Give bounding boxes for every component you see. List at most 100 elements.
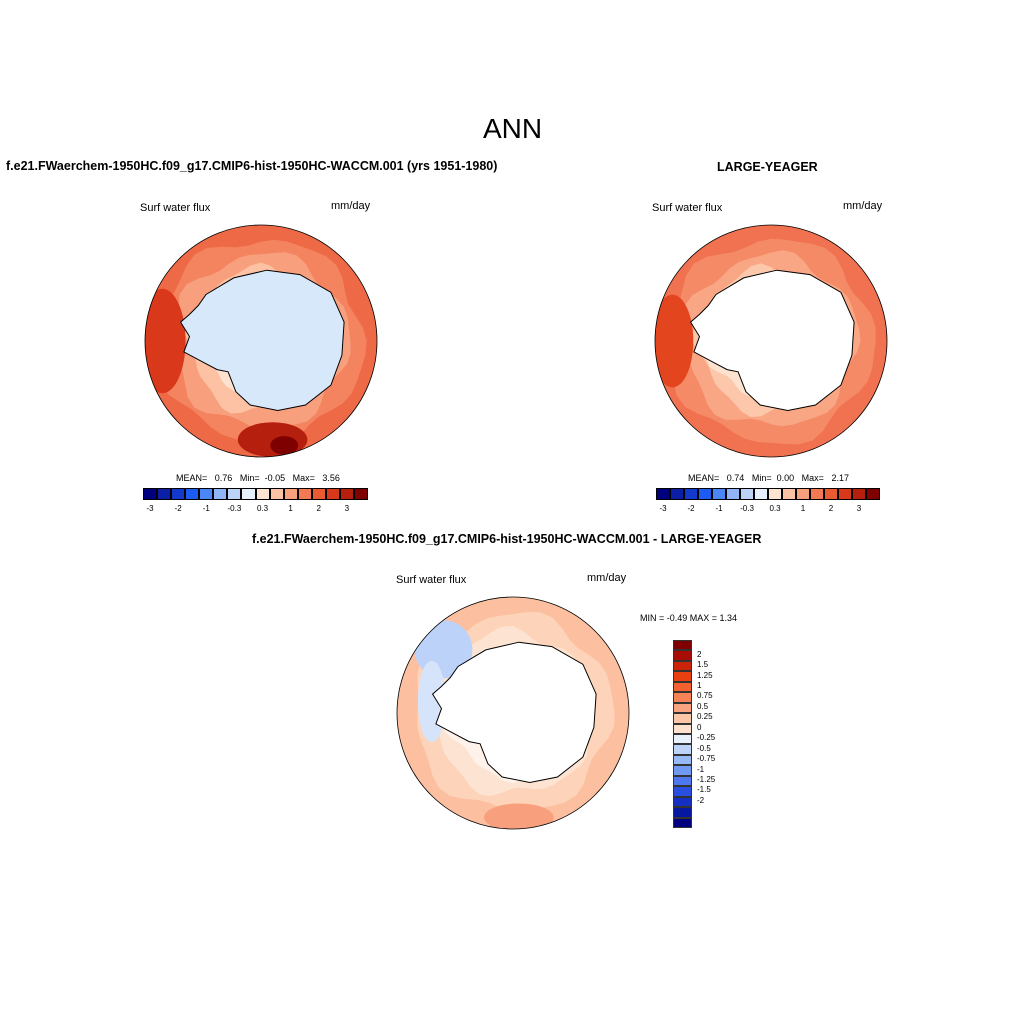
colorbar-box: [673, 765, 692, 776]
colorbar-box: [255, 488, 270, 500]
mean-label: MEAN=: [176, 473, 208, 483]
colorbar-box: [143, 488, 158, 500]
colorbar-tick-label: 1: [697, 680, 702, 690]
colorbar-tick-label: 0.3: [769, 504, 781, 513]
diff-title: f.e21.FWaerchem-1950HC.f09_g17.CMIP6-his…: [252, 532, 762, 546]
colorbar-box: [726, 488, 740, 500]
colorbar-tick-label: 2: [697, 649, 702, 659]
case-title: f.e21.FWaerchem-1950HC.f09_g17.CMIP6-his…: [6, 159, 498, 173]
mean-label: MEAN=: [688, 473, 720, 483]
colorbar-box: [227, 488, 242, 500]
colorbar-box: [673, 692, 692, 703]
colorbar-tick-label: 1: [288, 504, 293, 513]
mean-value: 0.74: [726, 473, 745, 483]
colorbar-box: [339, 488, 354, 500]
max-label: Max=: [292, 473, 315, 483]
page-title: ANN: [483, 113, 543, 144]
diff-variable-label: Surf water flux: [396, 574, 467, 586]
colorbar-tick-label: 0: [697, 722, 702, 732]
colorbar-tick-label: 1: [800, 504, 806, 513]
colorbar-tick-label: -2: [687, 504, 695, 513]
colorbar-tick-label: -1: [202, 504, 210, 513]
antarctica-coastline: [689, 269, 855, 412]
colorbar-box: [241, 488, 256, 500]
colorbar-box: [199, 488, 214, 500]
colorbar-tick-label: -1.5: [697, 785, 711, 795]
map-border: [654, 224, 888, 458]
colorbar-tick-label: 2: [316, 504, 322, 513]
colorbar-box: [810, 488, 824, 500]
case-variable-label: Surf water flux: [140, 202, 211, 214]
colorbar-box: [673, 817, 692, 828]
diff-stats: MIN = -0.49 MAX = 1.34: [640, 613, 738, 623]
colorbar-box: [768, 488, 782, 500]
case-colorbar: -3 -2 -1 -0.3 0.3 1 2 3: [143, 488, 368, 513]
colorbar-box: [673, 713, 692, 724]
obs-map-disc: [654, 224, 888, 458]
colorbar-box: [673, 723, 692, 734]
antarctica-coastline: [179, 269, 345, 412]
obs-units-label: mm/day: [843, 200, 883, 212]
colorbar-box: [673, 786, 692, 797]
min-label: Min=: [751, 473, 772, 483]
colorbar-box: [673, 775, 692, 787]
colorbar-box: [656, 488, 670, 500]
obs-stats: MEAN= 0.74 Min= 0.00 Max= 2.17: [688, 473, 849, 483]
colorbar-box: [866, 488, 880, 500]
min-value: -0.05: [264, 473, 286, 483]
colorbar-tick-label: -2: [697, 795, 705, 805]
diff-map-disc: [396, 596, 630, 830]
colorbar-tick-label: 0.75: [697, 691, 713, 701]
colorbar-tick-label: -0.25: [697, 733, 716, 743]
colorbar-tick-label: 3: [344, 504, 350, 513]
colorbar-tick-label: 3: [856, 504, 862, 513]
contour-patch: [270, 436, 299, 455]
max-value: 2.17: [831, 473, 849, 483]
colorbar-box: [782, 488, 796, 500]
min-value: 0.00: [776, 473, 795, 483]
colorbar-box: [185, 488, 200, 500]
colorbar-box: [673, 796, 692, 808]
colorbar-box: [838, 488, 852, 500]
colorbar-box: [670, 488, 684, 500]
contour-patch: [655, 294, 694, 388]
colorbar-box: [325, 488, 340, 500]
colorbar-box: [824, 488, 838, 500]
colorbar-box: [684, 488, 698, 500]
map-border: [396, 596, 630, 830]
colorbar-box: [673, 650, 692, 661]
colorbar-box: [712, 488, 726, 500]
colorbar-box: [213, 488, 228, 500]
colorbar-tick-label: -0.3: [740, 504, 754, 513]
contour-patch: [237, 422, 308, 457]
colorbar-tick-label: -1: [715, 504, 723, 513]
diff-colorbar: 2 1.5 1.25 1 0.75 0.5 0.25 0 -0.25 -0.5 -0.75 -1 -1.…: [673, 640, 715, 828]
colorbar-tick-label: -0.75: [697, 754, 716, 764]
colorbar-box: [157, 488, 172, 500]
case-map-disc: [144, 224, 378, 458]
antarctica-coastline: [431, 641, 597, 784]
colorbar-box: [673, 754, 692, 766]
colorbar-box: [673, 734, 692, 745]
colorbar-box: [673, 660, 692, 672]
colorbar-box: [311, 488, 326, 500]
colorbar-tick-label: -3: [659, 504, 667, 513]
colorbar-box: [673, 681, 692, 693]
obs-colorbar: -3 -2 -1 -0.3 0.3 1 2 3: [656, 488, 880, 513]
colorbar-box: [297, 488, 312, 500]
colorbar-tick-label: 1.5: [697, 660, 709, 670]
colorbar-box: [673, 640, 692, 651]
colorbar-tick-label: -3: [146, 504, 154, 513]
colorbar-tick-label: 1.25: [697, 670, 713, 680]
colorbar-box: [673, 807, 692, 818]
colorbar-box: [283, 488, 298, 500]
colorbar-tick-label: 0.5: [697, 701, 709, 711]
colorbar-box: [673, 702, 692, 714]
obs-variable-label: Surf water flux: [652, 202, 723, 214]
contour-patch: [484, 803, 554, 829]
mean-value: 0.76: [214, 473, 233, 483]
colorbar-box: [673, 671, 692, 682]
colorbar-box: [740, 488, 754, 500]
colorbar-box: [673, 744, 692, 755]
